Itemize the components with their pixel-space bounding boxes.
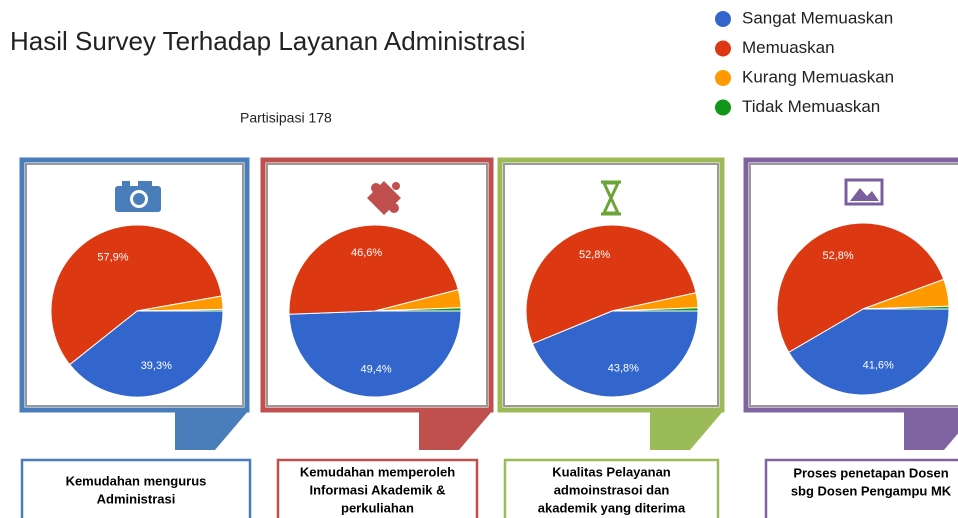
panel-frame	[497, 157, 725, 413]
image-icon	[844, 178, 884, 206]
pie-slice	[862, 305, 950, 310]
value-label: 41,6%	[863, 359, 894, 371]
legend-swatch	[715, 40, 731, 57]
pie-slice	[136, 308, 224, 312]
value-label: 57,9%	[97, 252, 128, 264]
panel-shadow	[25, 163, 244, 407]
panel-tail	[175, 410, 249, 450]
pie-slice	[288, 310, 462, 398]
panel-tail	[904, 410, 958, 450]
caption-line: Kualitas Pelayanan	[552, 464, 671, 479]
legend-swatch	[715, 70, 731, 86]
pie-slice	[531, 310, 699, 398]
panel-frame	[260, 157, 494, 413]
pie-slice	[776, 222, 945, 353]
value-label: 52,8%	[822, 250, 853, 262]
value-label: 46,6%	[351, 247, 382, 259]
value-label: 39,3%	[141, 360, 172, 372]
panel-shadow	[503, 163, 719, 407]
value-label: 49,4%	[361, 363, 392, 375]
panel-tail	[650, 410, 724, 450]
legend-swatch	[715, 99, 731, 116]
icons	[115, 178, 884, 216]
caption-line: Informasi Akademik &	[309, 482, 445, 497]
panel-tail	[419, 410, 493, 450]
legend-swatch	[715, 11, 731, 27]
caption-box	[20, 458, 252, 518]
subtitle: Partisipasi 178	[240, 110, 332, 126]
panel-frame	[19, 157, 250, 413]
pie-slice	[69, 310, 224, 398]
value-label: 52,8%	[579, 249, 610, 261]
value-label: 43,8%	[608, 362, 639, 374]
legend-label: Kurang Memuaskan	[742, 67, 894, 86]
panel-shadow	[749, 163, 958, 407]
camera-icon	[115, 181, 161, 212]
caption-line: perkuliahan	[341, 500, 414, 515]
panel-shadow	[266, 163, 488, 407]
caption-line: akademik yang diterima	[538, 500, 686, 515]
caption-line: admoinstrasoi dan	[554, 482, 670, 497]
caption-box	[503, 458, 720, 518]
pie-slice	[288, 224, 459, 315]
title: Hasil Survey Terhadap Layanan Administra…	[10, 26, 525, 56]
caption-line: Proses penetapan Dosen	[793, 465, 948, 480]
pie-slice	[374, 307, 462, 312]
hourglass-icon	[601, 180, 621, 216]
caption-box	[764, 458, 958, 518]
legend-label: Sangat Memuaskan	[742, 8, 893, 27]
puzzle-icon	[367, 181, 401, 215]
pie-slice	[611, 307, 699, 312]
pie-slice	[525, 224, 697, 345]
caption-line: Administrasi	[97, 491, 176, 506]
caption-line: Kemudahan mengurus	[66, 473, 207, 488]
legend-label: Memuaskan	[742, 38, 835, 57]
legend-label: Tidak Memuaskan	[742, 97, 880, 116]
pie-slice	[788, 308, 950, 396]
caption-box	[276, 458, 479, 518]
panel-frame	[743, 157, 958, 413]
pie-slice	[50, 224, 223, 366]
caption-line: Kemudahan memperoleh	[300, 464, 455, 479]
caption-line: sbg Dosen Pengampu MK	[791, 483, 952, 498]
